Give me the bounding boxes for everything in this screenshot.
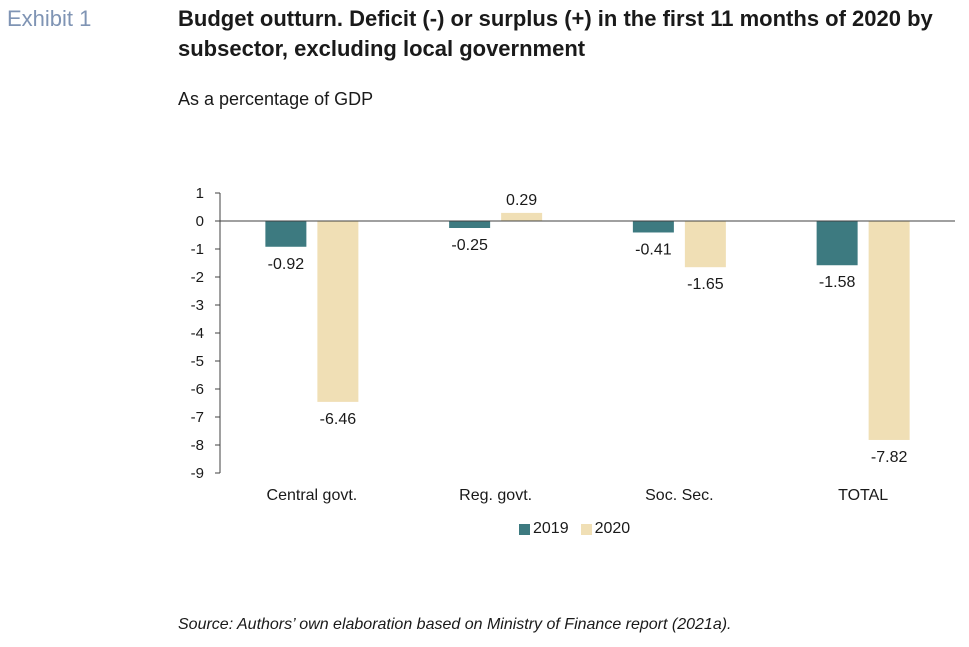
y-tick-label: 0: [196, 213, 204, 230]
legend-swatch-2019: [519, 523, 530, 535]
y-tick-label: -9: [191, 465, 204, 482]
y-tick-label: -3: [191, 297, 204, 314]
x-category-label: Soc. Sec.: [645, 487, 713, 504]
data-label: -1.58: [819, 274, 856, 291]
y-tick-label: 1: [196, 185, 204, 202]
bar-2019-3: [816, 221, 858, 266]
chart-subtitle: As a percentage of GDP: [178, 89, 374, 109]
exhibit-label: Exhibit 1: [7, 6, 92, 31]
data-label: -1.65: [687, 276, 724, 293]
y-tick-label: -5: [191, 353, 204, 370]
data-label: -0.92: [268, 256, 305, 273]
bar-2019-1: [449, 221, 491, 228]
bar-2020-3: [868, 221, 910, 440]
y-tick-label: -2: [191, 269, 204, 286]
source-note: Source: Authors’ own elaboration based o…: [178, 616, 732, 633]
legend-label-2019: 2019: [533, 520, 569, 537]
x-category-label: Reg. govt.: [459, 487, 532, 504]
y-tick-label: -4: [191, 325, 204, 342]
legend-item-2019: 2019: [519, 520, 569, 538]
bar-2020-2: [684, 221, 726, 268]
x-category-label: TOTAL: [838, 487, 888, 504]
data-label: -0.41: [635, 241, 672, 258]
chart-title: Budget outturn. Deficit (-) or surplus (…: [178, 6, 933, 61]
x-category-label: Central govt.: [267, 487, 358, 504]
legend-label-2020: 2020: [594, 520, 631, 537]
data-label: -6.46: [320, 411, 357, 428]
data-label: -0.25: [451, 237, 488, 254]
legend-item-2020: 2020: [580, 520, 631, 538]
bar-2019-2: [632, 221, 674, 233]
data-label: -7.82: [871, 449, 908, 466]
bar-2020-0: [317, 221, 359, 402]
y-tick-label: -8: [191, 437, 204, 454]
legend: 2019 2020: [519, 520, 642, 538]
y-tick-label: -6: [191, 381, 204, 398]
legend-swatch-2020: [580, 523, 592, 535]
bar-2019-0: [265, 221, 307, 247]
y-tick-label: -1: [191, 241, 204, 258]
y-tick-label: -7: [191, 409, 204, 426]
bar-2020-1: [501, 212, 543, 221]
data-label: 0.29: [506, 192, 537, 209]
